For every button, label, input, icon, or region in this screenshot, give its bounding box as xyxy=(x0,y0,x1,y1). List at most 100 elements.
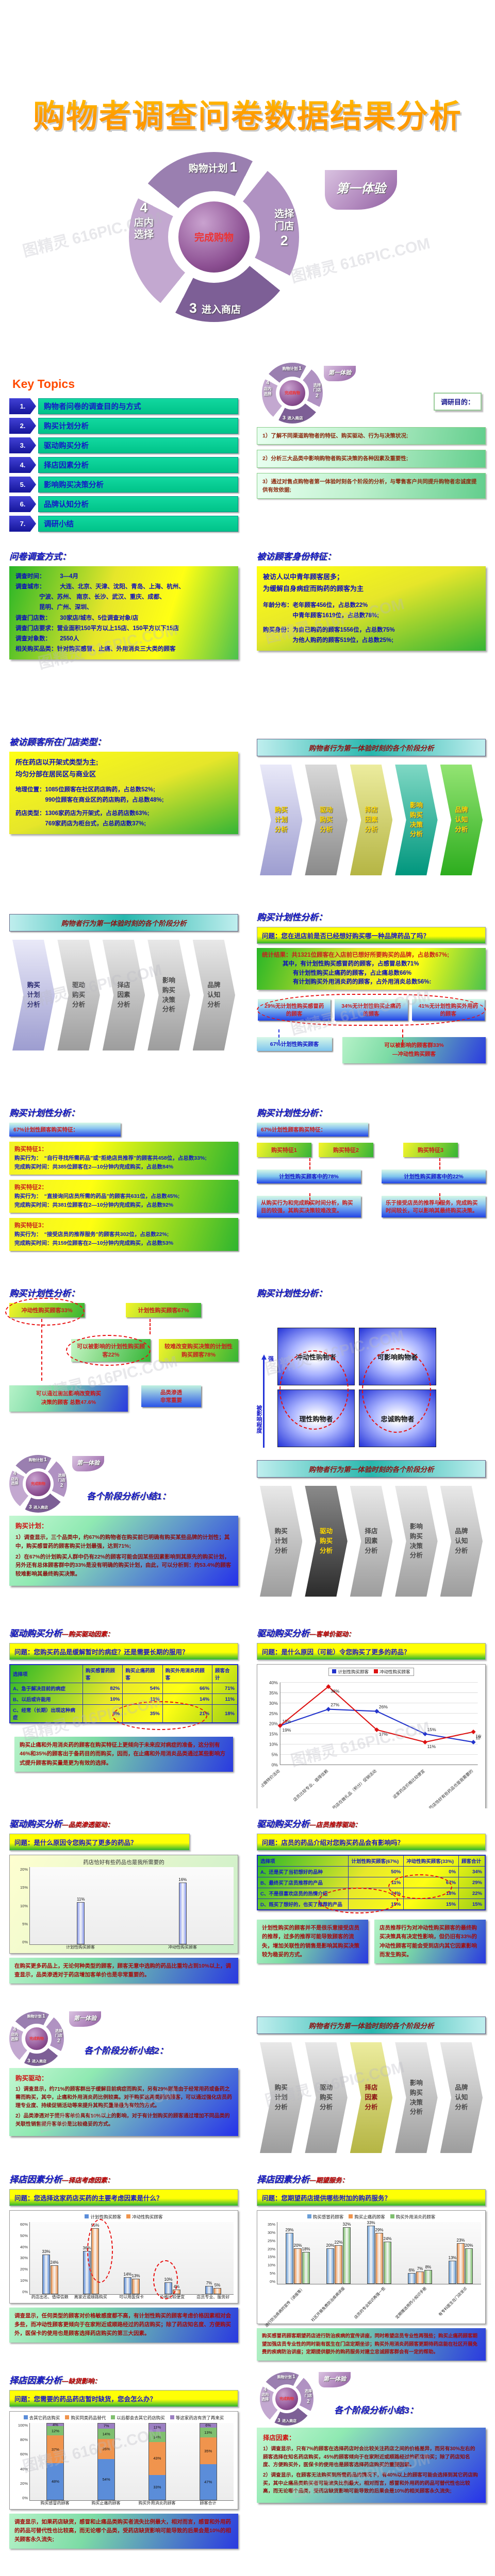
stages-banner: 购物者行为第一体验时刻的各个阶段分析 xyxy=(257,739,486,756)
svg-text:11%: 11% xyxy=(427,1744,436,1749)
features-banner: 67%计划性顾客购买特征： xyxy=(257,1123,368,1137)
stage-chevron-3: 择店因素分析 xyxy=(350,765,393,875)
question-banner: 问题：是什么原因（可能）令您购买了更多的药品？ xyxy=(257,1643,486,1660)
slide-title: 驱动购买分析—店员推荐驱动： xyxy=(257,1819,361,1829)
chart-legend: 计划性购买顾客 冲动性购买顾客 xyxy=(328,1668,414,1676)
svg-text:10%: 10% xyxy=(269,1742,278,1747)
slide-summary-2: 完成购物 购物计划1 选择 门店 2 3 进入商店 4 店内 选择 第一体验 各个阶段分析小结2… xyxy=(0,2004,248,2164)
plot-area: 29% 20% 18% 20% 22% 32% 33% 29% 24% 6% 7% 8% 13% 23% 2… xyxy=(277,2221,481,2284)
feature3-box: 购买特征3 xyxy=(403,1143,458,1157)
purpose-item: 2）分析三大品类中影响购物者购买决策的各种因素及重要性; xyxy=(257,450,486,468)
slide-clerk-drive: 驱动购买分析—店员推荐驱动： 问题：店员的药品介绍对您购买药品会有影响吗？ 选择… xyxy=(248,1808,495,2004)
stage-chevron-5: 品牌认知分析 xyxy=(440,1486,483,1597)
note-box: 购买止痛和外用消炎药的顾客在购买特征上更倾向于未来应对病症的准备，这分别有46%… xyxy=(14,1737,233,1772)
unplanned-pain-box: 34%无计划性购买止痛药的顾客 xyxy=(335,999,408,1021)
cover-diagram: 完成购物 购物计划 1 选择 门店 2 3 进入商店 4 店内 选择 第一体验 xyxy=(67,152,428,343)
stage-chevron-2: 驱动购买分析 xyxy=(305,2042,348,2153)
stage-chevrons: 购买计划分析 驱动购买分析 择店因素分析 影响购买决策分析 品牌认知分析 xyxy=(257,2042,486,2153)
stages-banner: 购物者行为第一体验时刻的各个阶段分析 xyxy=(9,914,238,931)
stacked-bar: 48% 37% 12% 4% xyxy=(46,2422,64,2500)
deck-title: 购物者调查问卷数据结果分析 xyxy=(0,0,495,137)
slide-row: 完成购物 购物计划1 选择 门店 2 3 进入商店 4 店内 选择 第一体验 各个阶段分析小结2… xyxy=(0,2004,495,2164)
table-row: C、经常（长期）出现这种病症 8% 35% 21% 18% xyxy=(9,1704,238,1723)
bar: 7% xyxy=(205,2281,213,2294)
plan-result-box: 统计结果：共1321位顾客在入店前已想好所要购买的品牌，占总数67%; 其中，有… xyxy=(257,948,486,990)
slide-survey-purpose: 完成购物 购物计划 1 选择 门店 2 3 进入商店 4 店内 选择 第一体验 调研目的： 1）了… xyxy=(248,355,495,541)
key-topics-heading: Key Topics xyxy=(12,377,75,391)
slide-price-drive: 驱动购买分析—客单价驱动： 问题：是什么原因（可能）令您购买了更多的药品？ 计划… xyxy=(248,1618,495,1808)
dashed-connector xyxy=(150,1319,151,1334)
svg-text:16%: 16% xyxy=(475,1734,481,1739)
bar: 13% xyxy=(448,2256,457,2284)
slide-row: 驱动购买分析—品类渗透驱动： 问题：是什么原因令您购买了更多的药品？ 药店恰好有… xyxy=(0,1808,495,2004)
note-box: 购买感冒药顾客期望药店进行防治疾病的宣传讲座，同时希望店员专业性再强些；购买止痛… xyxy=(257,2328,486,2361)
slide-row: 购买计划性分析： 67%计划性顾客购买特征： 购买特征1： 购买行为： “自行寻… xyxy=(0,1097,495,1278)
features-banner: 67%计划性顾客购买特征： xyxy=(9,1123,121,1137)
row-label: C、不是很喜欢店员的热情介绍 xyxy=(257,1888,349,1899)
cycle-step-3: 3 进入商店 xyxy=(277,2417,297,2424)
cell-value: 11% xyxy=(348,1877,404,1888)
unplanned-topical-box: 41%无计划性购买外用药的顾客 xyxy=(411,999,485,1021)
row-label: B、以后或许能用 xyxy=(9,1693,84,1705)
line-chart-svg: 0% 5% 10% 15% 20% 25% 30% 35% 40% 19% 27% 26% 15% 11%… xyxy=(261,1680,481,1808)
cell-value: 66% xyxy=(162,1683,213,1694)
y-top: 强 xyxy=(268,1356,274,1362)
stage-chevrons: 购买计划分析 驱动购买分析 择店因素分析 影响购买决策分析 品牌认知分析 xyxy=(9,940,238,1050)
oos-impact-chart: 去其它药店购买 购买同类药品替代 以后都会去其它药店购买 等这家药店有货了再来买 100… xyxy=(9,2411,238,2510)
price-drive-line-chart: 计划性购买顾客 冲动性购买顾客 0% 5% 10% 15% 20% 25% 30% 35% 40% 1… xyxy=(257,1664,486,1808)
question-banner: 问题：您期望药店提供哪些附加的购药服务？ xyxy=(257,2189,486,2206)
first-experience-flag: 第一体验 xyxy=(72,1456,104,1471)
slide-row: 被访顾客所在门店类型： 所在药店以开架式类型为主; 均匀分部在居民区与商业区 地… xyxy=(0,726,495,902)
note-box: 调查显示，如果药店缺货，感冒和止痛品类购买者流失比例最大，相对而言，感冒和外用药… xyxy=(9,2513,238,2549)
bar: 11% xyxy=(77,1897,85,1944)
svg-text:药店恰好有些药品也是我需要的: 药店恰好有些药品也是我需要的 xyxy=(428,1768,474,1808)
svg-text:35%: 35% xyxy=(269,1690,278,1696)
slide-title: 问卷调查方式： xyxy=(9,552,71,562)
slide-title: 影响购买决策分析—最终购买决定： xyxy=(257,2574,486,2576)
svg-text:0%: 0% xyxy=(272,1762,278,1768)
slide-summary-3: 完成购物 购物计划1 选择 门店 2 3 进入商店 4 店内 选择 第一体验 各个阶段分析小结3… xyxy=(248,2365,495,2566)
slide-store-factor: 择店因素分析—择店考虑因素： 问题：您选择这家药店买药的主要考虑因素是什么？ 计… xyxy=(0,2164,248,2365)
table-row: B、最终买了店员推荐的产品 11% 67% 29% xyxy=(257,1877,486,1888)
bar: 29% xyxy=(375,2228,384,2284)
slide-title: 购买计划性分析： xyxy=(257,1108,327,1118)
slide-final-decision: 影响购买决策分析—最终购买决定： 问题：您的最终购买决定是什么？ 购买感冒药顾客… xyxy=(248,2566,495,2576)
slide-stage4-intro: 购物者行为第一体验时刻的各个阶段分析 购买计划分析驱动购买分析择店因素分析影响购… xyxy=(0,2566,248,2576)
cycle-step-4: 4 店内 选择 xyxy=(263,380,272,396)
expect-service-chart: 购买感冒药顾客 购买止痛药顾客 购买外用消炎药顾客 35% 30% 25% 20% 15% 10… xyxy=(257,2210,486,2328)
slide-respondent-identity: 被访顾客身份特征： 被访人以中青年顾客居多； 为缓解自身病症而购药的顾客为主 年… xyxy=(248,541,495,726)
slide-title: 被访顾客身份特征： xyxy=(257,552,336,562)
planned-78-box: 计划性购买顾客中的78% xyxy=(257,1170,361,1183)
flow-note-1: 从购买行为和完成购买时间分析，购买目的较强，其购买决策较难改变。 xyxy=(257,1196,361,1217)
identity-box: 被访人以中青年顾客居多； 为缓解自身病症而购药的顾客为主 年龄分布：老年顾客45… xyxy=(257,566,486,651)
stage-chevron-5: 品牌认知分析 xyxy=(440,765,483,875)
unplanned-cold-box: 29%无计划性购买感冒药的顾客 xyxy=(258,999,331,1021)
cell-value: 50% xyxy=(348,1866,404,1877)
stacked-bar: 54% 26% 14% 7% xyxy=(97,2422,116,2500)
first-experience-flag: 第一体验 xyxy=(325,170,397,210)
purpose-item: 3）通过对售点购物者第一体验时刻各个阶段的分析，与零售客户共同提升购物者忠诚度提… xyxy=(257,472,486,499)
stage-chevron-4: 影响购买决策分析 xyxy=(395,1486,438,1597)
slide-plan-flow: 购买计划性分析： 67%计划性顾客购买特征： 购买特征1 购买特征2 购买特征3… xyxy=(248,1097,495,1278)
question-banner: 问题：店员的药品介绍对您购买药品会有影响吗？ xyxy=(257,1834,486,1851)
cell-value: 15% xyxy=(348,1899,404,1910)
bar: 22% xyxy=(334,2240,343,2284)
cell-value: 22% xyxy=(458,1888,486,1899)
store-type-box: 所在药店以开架式类型为主; 均匀分部在居民区与商业区 地理位置：1085位顾客在… xyxy=(9,752,238,834)
cell-value: 67% xyxy=(403,1877,459,1888)
svg-text:25%: 25% xyxy=(269,1711,278,1716)
cycle-step-4: 4 店内 选择 xyxy=(11,2026,19,2041)
bar: 8% xyxy=(424,2265,432,2284)
svg-text:15%: 15% xyxy=(269,1732,278,1737)
stage-chevron-1: 购买计划分析 xyxy=(260,2042,303,2153)
table-header-row: 选择项 计划性购买顾客(67%) 冲动性购买顾客(33%) 顾客合计 xyxy=(257,1855,486,1867)
dashed-connector xyxy=(309,1158,310,1170)
slide-row: 问卷调查方式： 调查时间： 3—4月 调查城市： 大连、北京、天津、沈阳、青岛、… xyxy=(0,541,495,726)
chart-legend: 去其它药店购买 购买同类药品替代 以后都会去其它药店购买 等这家药店有货了再来买 xyxy=(14,2415,234,2421)
bar: 18% xyxy=(302,2247,310,2284)
slide-survey-method: 问卷调查方式： 调查时间： 3—4月 调查城市： 大连、北京、天津、沈阳、青岛、… xyxy=(0,541,248,726)
stage-chevron-1: 购买计划分析 xyxy=(260,765,303,875)
